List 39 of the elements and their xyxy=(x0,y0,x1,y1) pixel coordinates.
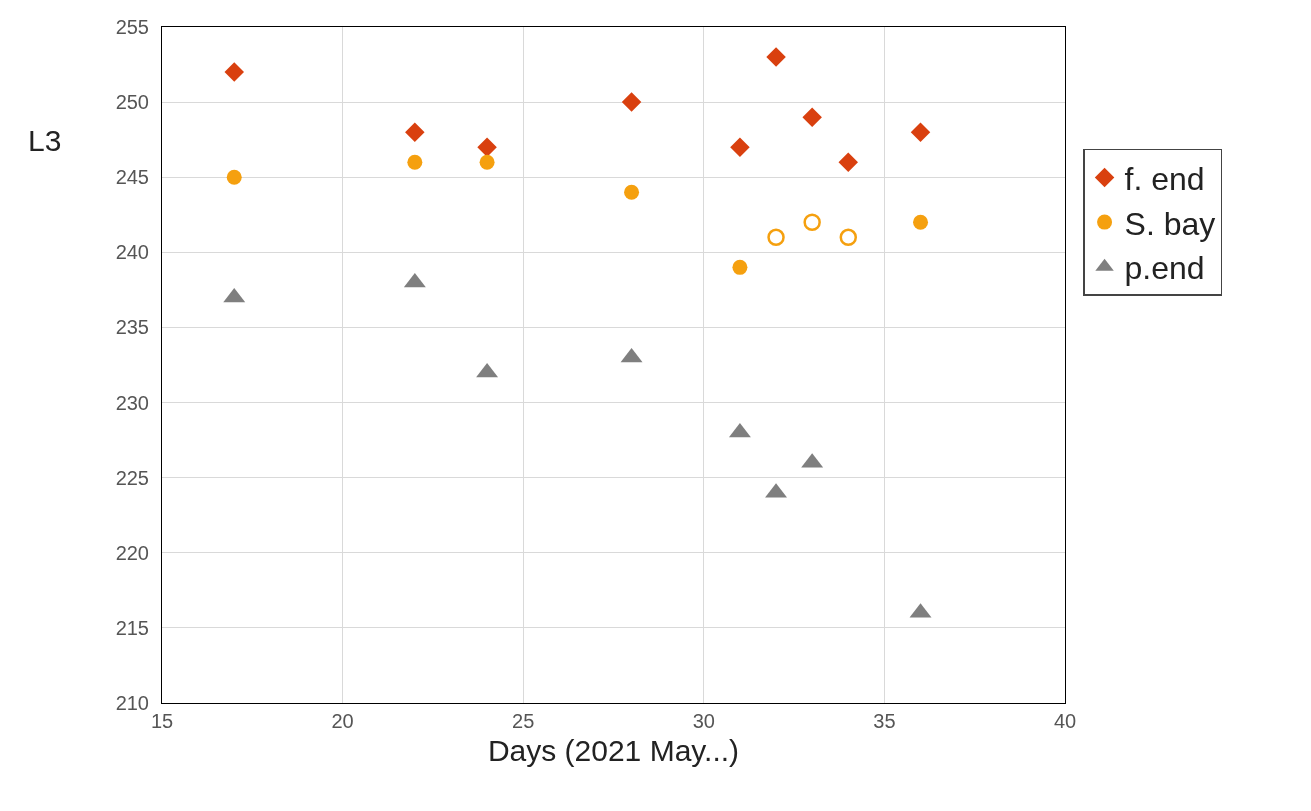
legend-label: f. end xyxy=(1124,160,1205,197)
legend-label: S. bay xyxy=(1124,205,1216,242)
legend-label: p.end xyxy=(1124,250,1205,287)
x-tick-label: 40 xyxy=(1053,710,1077,732)
y-tick-label: 250 xyxy=(115,91,149,114)
point xyxy=(624,184,640,200)
y-tick-label: 245 xyxy=(115,166,149,189)
x-axis-title: Days (2021 May...) xyxy=(487,733,740,767)
point xyxy=(838,152,859,172)
point xyxy=(803,213,821,232)
y-tick-label: 210 xyxy=(115,692,149,714)
point xyxy=(913,214,929,230)
y-tick-label: 220 xyxy=(115,541,149,564)
x-tick-label: 15 xyxy=(150,710,174,732)
y-axis-title: L3 xyxy=(28,124,62,157)
point xyxy=(767,228,785,247)
point xyxy=(224,62,244,82)
y-tick-label: 255 xyxy=(115,16,149,38)
point xyxy=(839,228,858,247)
point xyxy=(766,47,786,67)
point xyxy=(226,169,242,185)
point xyxy=(405,122,425,142)
x-tick-label: 30 xyxy=(692,710,715,732)
point xyxy=(730,137,750,157)
y-tick-label: 225 xyxy=(115,466,149,489)
y-tick-label: 215 xyxy=(115,616,149,639)
point xyxy=(407,154,423,170)
y-tick-label: 240 xyxy=(115,241,149,264)
y-tick-label: 230 xyxy=(115,391,149,414)
point xyxy=(732,259,748,275)
x-tick-label: 25 xyxy=(512,710,535,732)
x-tick-label: 35 xyxy=(873,710,896,732)
point xyxy=(802,107,822,127)
point xyxy=(479,154,495,170)
point xyxy=(910,122,931,142)
y-tick-label: 235 xyxy=(115,316,149,339)
point xyxy=(477,137,497,157)
point xyxy=(621,92,642,112)
x-tick-label: 20 xyxy=(331,710,354,732)
